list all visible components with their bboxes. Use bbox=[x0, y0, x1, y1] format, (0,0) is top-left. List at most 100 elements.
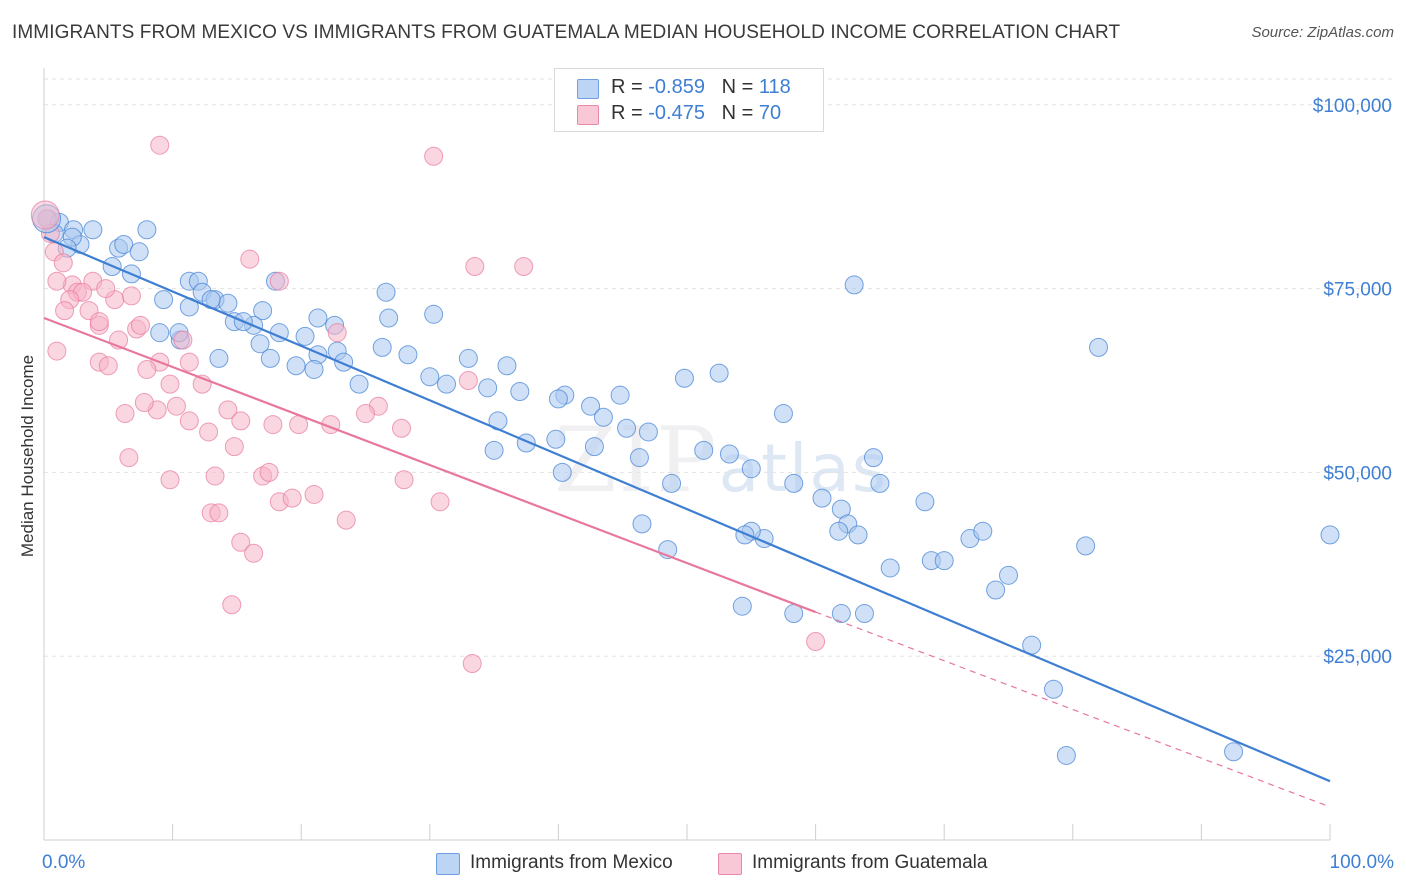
y-tick-label: $100,000 bbox=[1313, 96, 1392, 117]
point-1-28 bbox=[134, 393, 154, 413]
point-0-32 bbox=[295, 326, 315, 346]
point-0-102 bbox=[844, 275, 864, 295]
y-tick-label: $50,000 bbox=[1323, 463, 1392, 484]
point-0-58 bbox=[617, 418, 637, 438]
point-1-61 bbox=[269, 271, 289, 291]
point-1-38 bbox=[119, 448, 139, 468]
point-1-33 bbox=[263, 415, 283, 435]
point-1-3 bbox=[53, 253, 73, 273]
series-0 bbox=[38, 209, 1340, 765]
point-1-18 bbox=[173, 330, 193, 350]
point-0-55 bbox=[674, 368, 694, 388]
point-0-41 bbox=[209, 348, 229, 368]
point-0-53 bbox=[610, 385, 630, 405]
point-0-59 bbox=[638, 422, 658, 442]
point-0-62 bbox=[546, 429, 566, 449]
point-0-64 bbox=[629, 448, 649, 468]
series-legend: Immigrants from Mexico Immigrants from G… bbox=[0, 851, 1406, 877]
point-0-75 bbox=[863, 448, 883, 468]
point-1-30 bbox=[218, 400, 238, 420]
point-1-69 bbox=[394, 470, 414, 490]
point-0-43 bbox=[304, 359, 324, 379]
legend-r-value-guatemala: -0.475 bbox=[648, 102, 705, 124]
legend-swatch-mexico bbox=[577, 79, 599, 99]
point-0-21 bbox=[218, 293, 238, 313]
point-0-35 bbox=[372, 337, 392, 357]
trend-lines bbox=[43, 236, 1331, 808]
point-1-53 bbox=[327, 323, 347, 343]
point-1-48 bbox=[336, 510, 356, 530]
point-1-36 bbox=[199, 422, 219, 442]
series-name-mexico: Immigrants from Mexico bbox=[470, 852, 673, 873]
point-0-48 bbox=[349, 374, 369, 394]
point-1-62 bbox=[96, 279, 116, 299]
point-0-50 bbox=[548, 389, 568, 409]
point-0-99 bbox=[1056, 745, 1076, 765]
legend-n-value-guatemala: 70 bbox=[758, 102, 782, 124]
point-0-26 bbox=[308, 308, 328, 328]
point-0-65 bbox=[694, 440, 714, 460]
point-1-54 bbox=[392, 418, 412, 438]
point-1-68 bbox=[806, 631, 826, 651]
point-0-57 bbox=[593, 407, 613, 427]
point-1-8 bbox=[47, 271, 67, 291]
point-0-30 bbox=[150, 323, 170, 343]
point-0-82 bbox=[829, 521, 849, 541]
point-0-77 bbox=[915, 492, 935, 512]
point-0-104 bbox=[1320, 525, 1340, 545]
point-0-5 bbox=[137, 220, 157, 240]
point-1-56 bbox=[465, 257, 485, 277]
point-0-81 bbox=[848, 525, 868, 545]
point-0-52 bbox=[437, 374, 457, 394]
point-0-100 bbox=[1224, 742, 1244, 762]
chart-title: IMMIGRANTS FROM MEXICO VS IMMIGRANTS FRO… bbox=[12, 22, 1121, 43]
legend-n-label: N = bbox=[721, 76, 759, 98]
point-0-101 bbox=[973, 521, 993, 541]
y-tick-label: $25,000 bbox=[1323, 647, 1392, 668]
series-name-guatemala: Immigrants from Guatemala bbox=[752, 852, 988, 873]
point-1-49 bbox=[231, 532, 251, 552]
point-1-24 bbox=[160, 374, 180, 394]
correlation-legend: R = -0.859 N = 118 R = -0.475 N = 70 bbox=[554, 68, 824, 132]
series-swatch-mexico bbox=[436, 853, 460, 875]
point-large-guatemala bbox=[30, 200, 60, 230]
point-0-38 bbox=[398, 345, 418, 365]
series-swatch-guatemala bbox=[718, 853, 742, 875]
axes bbox=[43, 68, 1331, 841]
point-0-73 bbox=[812, 488, 832, 508]
trend-extension-1 bbox=[815, 611, 1331, 808]
point-0-17 bbox=[376, 282, 396, 302]
point-0-63 bbox=[584, 437, 604, 457]
point-0-79 bbox=[934, 551, 954, 571]
point-0-42 bbox=[286, 356, 306, 376]
point-1-15 bbox=[89, 312, 109, 332]
point-1-32 bbox=[231, 411, 251, 431]
point-1-59 bbox=[424, 146, 444, 166]
point-0-4 bbox=[83, 220, 103, 240]
point-0-70 bbox=[552, 462, 572, 482]
trend-line-0 bbox=[43, 236, 1331, 783]
point-1-45 bbox=[304, 484, 324, 504]
point-0-95 bbox=[854, 604, 874, 624]
point-0-97 bbox=[732, 596, 752, 616]
point-0-103 bbox=[1089, 337, 1109, 357]
point-1-55 bbox=[430, 492, 450, 512]
point-1-29 bbox=[166, 396, 186, 416]
point-0-71 bbox=[741, 459, 761, 479]
point-0-96 bbox=[831, 604, 851, 624]
point-0-88 bbox=[632, 514, 652, 534]
data-points bbox=[30, 135, 1340, 765]
point-1-31 bbox=[179, 411, 199, 431]
point-0-90 bbox=[986, 580, 1006, 600]
point-0-20 bbox=[154, 290, 174, 310]
point-1-42 bbox=[259, 462, 279, 482]
x-tick-max: 100.0% bbox=[1329, 852, 1394, 873]
point-0-94 bbox=[1044, 679, 1064, 699]
point-0-87 bbox=[735, 525, 755, 545]
point-0-49 bbox=[510, 382, 530, 402]
point-0-69 bbox=[662, 473, 682, 493]
legend-r-value-mexico: -0.859 bbox=[648, 76, 705, 98]
point-0-72 bbox=[784, 473, 804, 493]
point-0-56 bbox=[709, 363, 729, 383]
